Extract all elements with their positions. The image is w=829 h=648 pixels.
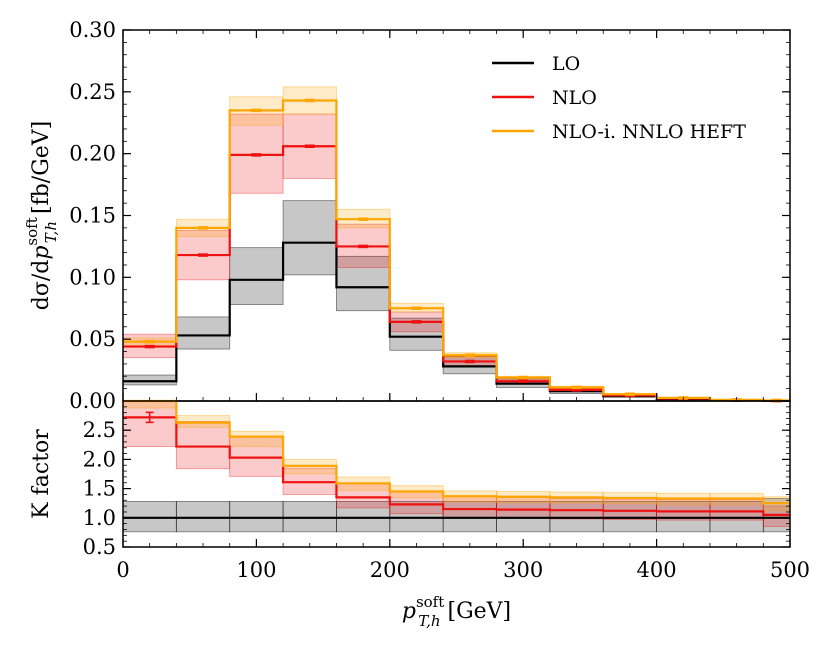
top-ytick-label: 0.30 [69,18,116,42]
bottom-step-lines [123,399,790,519]
xtick-label: 500 [770,558,810,582]
bottom-band-nlo-i-nnlo-heft-1 [175,415,231,428]
bottom-ytick-label: 2.0 [83,447,116,471]
bottom-band-nlo-1 [175,421,231,470]
bottom-y-axis-label: K factor [29,429,54,519]
top-band-lo-1 [175,316,231,350]
top-ytick-label: 0.25 [69,80,116,104]
x-axis-label: psoft T,h [GeV] [402,593,511,630]
bottom-band-lo-8 [549,501,604,533]
x-axis: 0 100 200 300 400 500 [116,30,810,582]
bottom-band-lo-10 [656,501,711,533]
bottom-band-lo-1 [175,501,231,533]
top-band-lo-0 [122,374,177,386]
bottom-band-lo-2 [229,501,284,533]
legend-label-1: NLO [552,87,597,109]
legend: LO NLO NLO-i. NNLO HEFT [492,53,746,143]
bottom-band-nlo-0 [122,400,177,447]
bottom-band-lo-5 [389,501,444,533]
xtick-label: 400 [637,558,677,582]
top-step-lines [123,98,790,403]
top-ytick-label: 0.15 [69,204,116,228]
legend-label-0: LO [552,53,580,75]
bottom-band-lo-4 [336,501,391,533]
bottom-band-nlo-i-nnlo-heft-2 [229,430,284,447]
bottom-line-nlo-i-nnlo-heft [123,399,790,505]
top-panel: 0.00 0.05 0.10 0.15 0.20 0.25 0.30 dσ/dpsoftT,… [23,18,791,413]
top-band-lo-2 [229,247,284,305]
xtick-label: 300 [503,558,543,582]
top-ytick-label: 0.00 [69,389,116,413]
top-ytick-label: 0.20 [69,142,116,166]
xtick-label: 0 [116,558,129,582]
top-ytick-label: 0.10 [69,265,116,289]
top-y-axis-label: dσ/dpsoftT,h [fb/GeV] [23,121,60,311]
bottom-panel: 0.5 1.0 1.5 2.0 2.5 K factor [29,399,791,559]
bottom-band-nlo-11 [709,499,764,521]
bottom-panel-frame [122,400,791,548]
xtick-label: 200 [370,558,410,582]
top-y-ticks: 0.00 0.05 0.10 0.15 0.20 0.25 0.30 [69,18,790,413]
bottom-ytick-label: 1.5 [83,477,116,501]
bottom-ytick-label: 2.5 [83,418,116,442]
bottom-y-ticks: 0.5 1.0 1.5 2.0 2.5 [83,400,790,559]
bottom-band-lo-0 [122,501,177,533]
xtick-label: 100 [236,558,276,582]
legend-label-2: NLO-i. NNLO HEFT [552,121,746,143]
bottom-ytick-label: 0.5 [83,535,116,559]
bottom-ytick-label: 1.0 [83,506,116,530]
bottom-band-lo-3 [282,501,337,533]
top-ytick-label: 0.05 [69,327,116,351]
bottom-band-lo-9 [602,501,657,533]
top-band-lo-3 [282,200,337,276]
bottom-line-nlo [123,416,790,516]
